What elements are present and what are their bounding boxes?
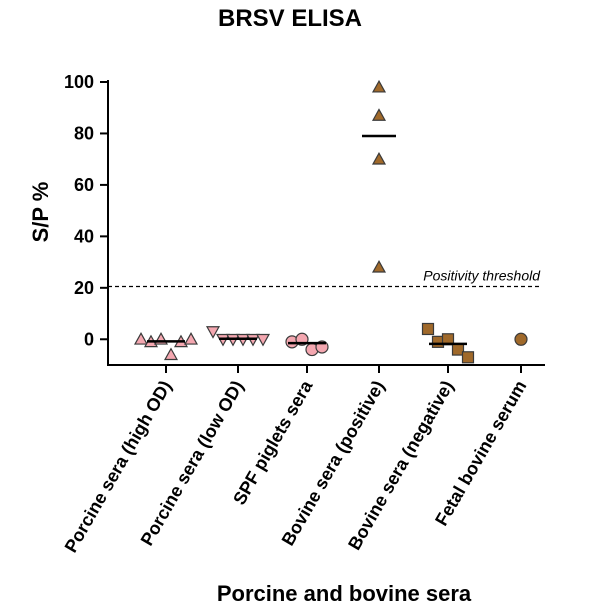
x-axis-title: Porcine and bovine sera (217, 581, 472, 606)
mean-lines (147, 134, 467, 346)
data-point-triangle-up (163, 347, 179, 361)
data-point-triangle-down (205, 326, 221, 339)
data-point-triangle-up (371, 260, 387, 273)
data-point-triangle-up (371, 151, 387, 165)
data-point-triangle-up (371, 79, 387, 93)
data-point-square (461, 351, 475, 364)
data-point-square (431, 335, 445, 348)
y-tick-label: 40 (74, 226, 94, 246)
data-point-triangle-up (371, 108, 387, 121)
data-point-circle (514, 332, 528, 346)
data-point-square (421, 322, 435, 336)
data-point-triangle-down (255, 333, 271, 347)
y-axis-title: S/P % (28, 182, 53, 243)
data-point-triangle-up (133, 332, 149, 345)
y-tick-label: 80 (74, 123, 94, 143)
x-tick-label: SPF piglets sera (229, 376, 317, 508)
data-point-square (451, 343, 465, 356)
y-tick-label: 0 (84, 329, 94, 349)
y-tick-label: 60 (74, 175, 94, 195)
data-points (133, 79, 528, 364)
data-point-triangle-up (183, 332, 199, 345)
threshold: Positivity threshold (108, 268, 541, 288)
chart-title: BRSV ELISA (218, 5, 362, 32)
y-tick-label: 100 (64, 72, 94, 92)
y-tick-label: 20 (74, 278, 94, 298)
positivity-threshold-label: Positivity threshold (423, 268, 541, 284)
